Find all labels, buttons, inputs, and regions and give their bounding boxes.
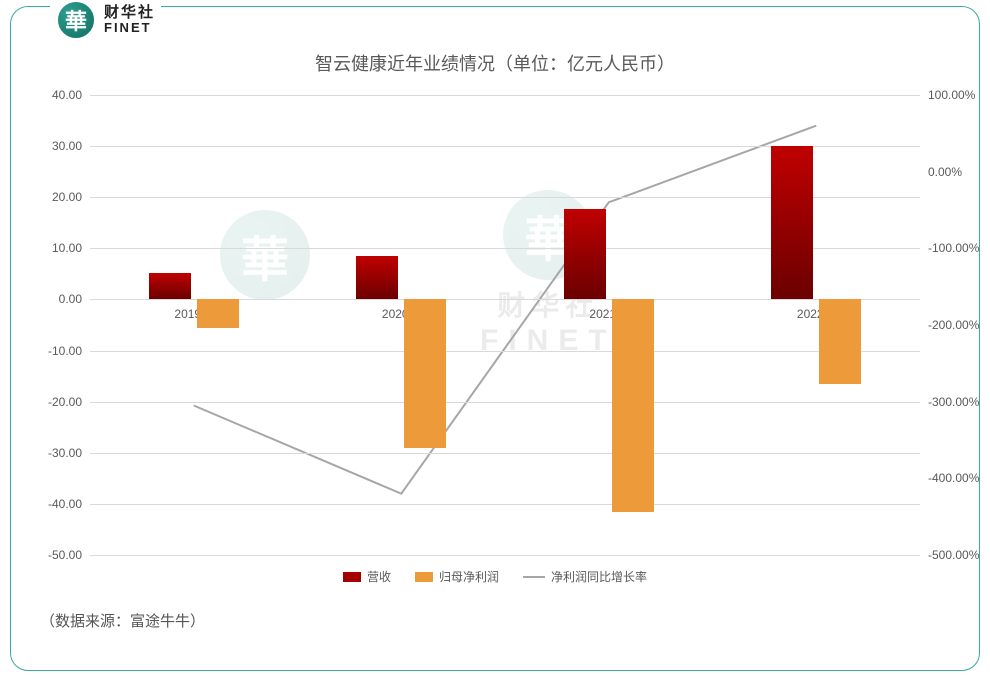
y-left-tick-label: -10.00 <box>22 344 82 358</box>
bar-net-profit <box>404 299 446 447</box>
bar-net-profit <box>612 299 654 511</box>
y-right-tick-label: 0.00% <box>928 165 990 179</box>
bar-net-profit <box>819 299 861 383</box>
y-left-tick-label: 40.00 <box>22 88 82 102</box>
legend-label-net-profit: 归母净利润 <box>439 568 499 585</box>
bar-revenue <box>564 209 606 299</box>
data-source: （数据来源：富途牛牛） <box>40 610 205 631</box>
growth-polyline <box>194 126 817 494</box>
legend-label-revenue: 营收 <box>367 568 391 585</box>
brand-badge: 華 <box>56 0 96 40</box>
legend-revenue: 营收 <box>343 568 391 585</box>
y-left-tick-label: -40.00 <box>22 497 82 511</box>
legend-growth: 净利润同比增长率 <box>523 568 647 585</box>
y-left-tick-label: -30.00 <box>22 446 82 460</box>
y-left-tick-label: 10.00 <box>22 241 82 255</box>
brand-name-cn: 财华社 <box>104 5 155 21</box>
legend-swatch-revenue <box>343 572 361 582</box>
y-left-tick-label: 30.00 <box>22 139 82 153</box>
legend-swatch-net-profit <box>415 572 433 582</box>
legend-label-growth: 净利润同比增长率 <box>551 568 647 585</box>
brand-name-en: FINET <box>104 21 155 35</box>
bar-revenue <box>771 146 813 299</box>
gridline <box>90 402 920 403</box>
chart-plot-area: 華 華 财华社 FINET 40.0030.0020.0010.000.00-1… <box>90 95 920 555</box>
bar-net-profit <box>197 299 239 327</box>
gridline <box>90 453 920 454</box>
y-right-tick-label: -400.00% <box>928 471 990 485</box>
gridline <box>90 351 920 352</box>
legend-net-profit: 归母净利润 <box>415 568 499 585</box>
bar-revenue <box>149 273 191 300</box>
brand-text: 财华社 FINET <box>104 5 155 34</box>
gridline <box>90 555 920 556</box>
y-right-tick-label: -300.00% <box>928 395 990 409</box>
y-left-tick-label: 20.00 <box>22 190 82 204</box>
y-left-tick-label: -20.00 <box>22 395 82 409</box>
y-right-tick-label: 100.00% <box>928 88 990 102</box>
y-right-tick-label: -500.00% <box>928 548 990 562</box>
y-right-tick-label: -200.00% <box>928 318 990 332</box>
y-right-tick-label: -100.00% <box>928 241 990 255</box>
chart-title: 智云健康近年业绩情况（单位：亿元人民币） <box>0 50 990 76</box>
bar-revenue <box>356 256 398 299</box>
y-left-tick-label: -50.00 <box>22 548 82 562</box>
chart-legend: 营收 归母净利润 净利润同比增长率 <box>0 568 990 585</box>
y-left-tick-label: 0.00 <box>22 292 82 306</box>
gridline <box>90 95 920 96</box>
gridline <box>90 504 920 505</box>
brand-logo: 華 财华社 FINET <box>50 0 161 40</box>
legend-swatch-growth <box>523 576 545 578</box>
